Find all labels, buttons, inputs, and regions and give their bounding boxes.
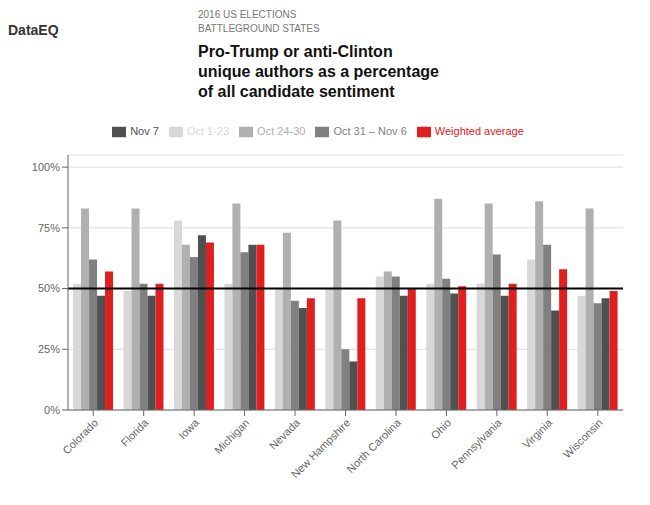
- svg-text:New Hampshire: New Hampshire: [289, 416, 353, 480]
- html-text:2016 US ELECTIONS: 2016 US ELECTIONS: [198, 9, 297, 20]
- svg-text:Virginia: Virginia: [520, 416, 555, 451]
- svg-text:75%: 75%: [38, 222, 60, 234]
- svg-text:25%: 25%: [38, 343, 60, 355]
- html-text:Weighted average: Weighted average: [434, 125, 524, 137]
- svg-text:Pennsylvania: Pennsylvania: [449, 416, 504, 471]
- svg-text:North Carolina: North Carolina: [344, 416, 403, 475]
- svg-text:100%: 100%: [32, 161, 60, 173]
- svg-text:Florida: Florida: [118, 416, 151, 449]
- svg-text:Colorado: Colorado: [60, 416, 100, 456]
- svg-text:Nevada: Nevada: [267, 416, 303, 452]
- html-text:DataEQ: DataEQ: [8, 22, 59, 38]
- svg-text:Iowa: Iowa: [176, 416, 202, 442]
- html-text:BATTLEGROUND STATES: BATTLEGROUND STATES: [198, 23, 320, 34]
- html-text:Oct 24-30: Oct 24-30: [257, 125, 306, 137]
- html-text:of all candidate sentiment: of all candidate sentiment: [198, 83, 395, 100]
- html-text:unique authors as a percentage: unique authors as a percentage: [198, 63, 439, 80]
- svg-text:50%: 50%: [38, 282, 60, 294]
- html-text:Pro-Trump or anti-Clinton: Pro-Trump or anti-Clinton: [198, 43, 393, 60]
- html-text:Oct 1-23: Oct 1-23: [186, 125, 230, 137]
- svg-text:Ohio: Ohio: [428, 416, 453, 441]
- html-text:Oct 31 – Nov 6: Oct 31 – Nov 6: [333, 125, 407, 137]
- svg-text:Wisconsin: Wisconsin: [561, 416, 605, 460]
- svg-text:Michigan: Michigan: [212, 416, 252, 456]
- html-text:Nov 7: Nov 7: [130, 125, 159, 137]
- svg-text:0%: 0%: [44, 404, 60, 416]
